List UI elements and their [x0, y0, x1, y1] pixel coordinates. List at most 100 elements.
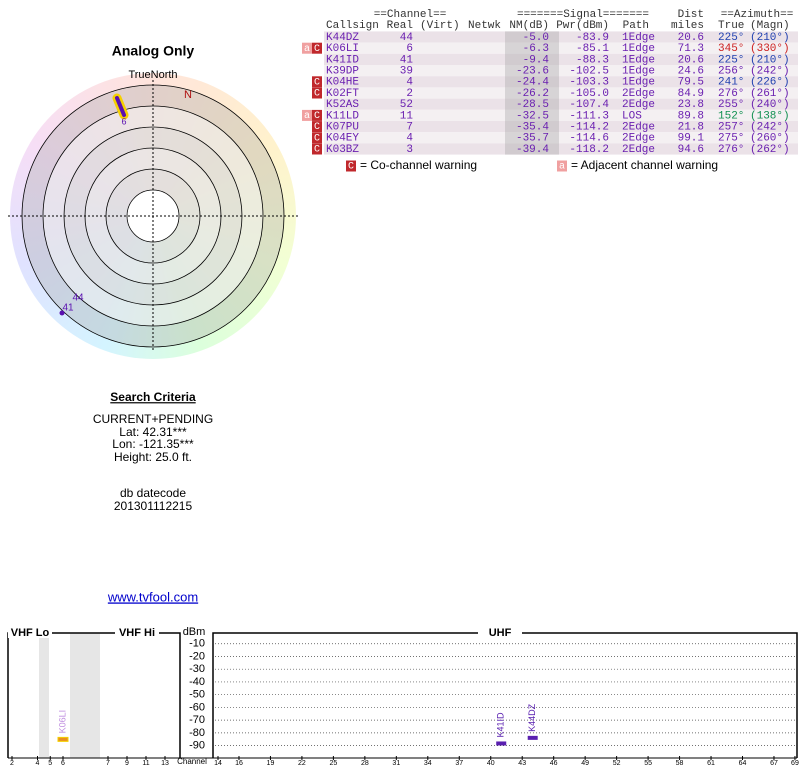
cell-callsign: K44DZ	[326, 32, 359, 44]
cell-path: 1Edge	[622, 54, 655, 66]
column-header: Real	[387, 20, 413, 32]
channel-label: 6	[61, 760, 65, 767]
band-label: UHF	[489, 627, 512, 639]
cell-real: 7	[406, 122, 413, 134]
flag-box	[312, 143, 322, 155]
cell-true-az: 257°	[718, 122, 744, 134]
row-background	[324, 98, 798, 110]
group-header: Dist	[678, 9, 704, 21]
row-background	[324, 121, 798, 133]
cell-magn-az: (260°)	[750, 133, 790, 145]
channel-label: 11	[142, 760, 149, 767]
y-tick-label: -90	[189, 740, 205, 752]
y-tick-label: -80	[189, 727, 205, 739]
datecode: 201301112215	[114, 499, 193, 513]
channel-label: 34	[424, 760, 432, 767]
x-axis-label: Channel	[177, 757, 207, 766]
cell-real: 44	[400, 32, 414, 44]
channel-label: 25	[329, 760, 337, 767]
legend-text: = Adjacent channel warning	[571, 158, 718, 172]
flag: a	[559, 162, 565, 173]
search-criteria: Search Criteria CURRENT+PENDING Lat: 42.…	[93, 390, 213, 604]
channel-label: 14	[214, 760, 222, 767]
cell-nm: -39.4	[516, 144, 549, 156]
channel-label: 31	[392, 760, 400, 767]
cell-miles: 79.5	[678, 77, 704, 89]
cell-magn-az: (226°)	[750, 77, 790, 89]
cell-callsign: K07PU	[326, 122, 359, 134]
flag-box	[312, 87, 322, 99]
flag: C	[314, 111, 320, 122]
cell-true-az: 275°	[718, 133, 744, 145]
cell-magn-az: (262°)	[750, 144, 790, 156]
signal-label: K41ID	[496, 712, 506, 738]
y-axis-label: dBm	[183, 626, 206, 638]
cell-miles: 71.3	[678, 43, 704, 55]
legend-text: = Co-channel warning	[360, 158, 477, 172]
channel-label: 5	[48, 760, 52, 767]
flag-box	[346, 160, 356, 172]
search-line: CURRENT+PENDING	[93, 412, 213, 426]
signal-bar	[57, 736, 69, 742]
cell-true-az: 256°	[718, 66, 744, 78]
cell-nm: -26.2	[516, 88, 549, 100]
y-tick-label: -20	[189, 650, 205, 662]
cell-true-az: 225°	[718, 54, 744, 66]
cell-miles: 21.8	[678, 122, 704, 134]
cell-real: 39	[400, 66, 413, 78]
flag-box	[312, 76, 322, 88]
cell-real: 2	[406, 88, 413, 100]
group-header: ==Azimuth==	[721, 9, 794, 21]
cell-magn-az: (210°)	[750, 54, 790, 66]
cell-pwr: -102.5	[569, 66, 609, 78]
cell-nm: -23.6	[516, 66, 549, 78]
column-header: Netwk	[468, 20, 501, 32]
cell-true-az: 241°	[718, 77, 744, 89]
cell-miles: 20.6	[678, 54, 704, 66]
true-north-label: TrueNorth	[128, 69, 177, 81]
channel-label: 16	[235, 760, 243, 767]
band-label-bg	[115, 626, 159, 638]
flag: C	[314, 145, 320, 156]
cell-path: 2Edge	[622, 144, 655, 156]
link[interactable]: www.tvfool.com	[107, 589, 198, 604]
column-header: True	[718, 20, 744, 32]
polar-plot: Analog Only TrueNorth N 6 44 41	[8, 43, 298, 352]
row-background	[324, 42, 798, 54]
cell-nm: -35.7	[516, 133, 549, 145]
marker-label: 44	[72, 293, 84, 304]
band-label-bg	[8, 626, 52, 638]
cell-miles: 84.9	[678, 88, 704, 100]
row-background	[324, 143, 798, 155]
cell-magn-az: (240°)	[750, 99, 790, 111]
cell-path: 2Edge	[622, 99, 655, 111]
cell-callsign: K39DP	[326, 66, 359, 78]
column-header: (Magn)	[750, 20, 790, 32]
row-background	[324, 132, 798, 144]
row-background	[324, 31, 798, 43]
cell-miles: 89.8	[678, 110, 704, 122]
cell-true-az: 152°	[718, 110, 744, 122]
row-background	[324, 87, 798, 99]
cell-real: 4	[406, 133, 413, 145]
cell-magn-az: (138°)	[750, 110, 790, 122]
cell-callsign: K41ID	[326, 54, 359, 66]
channel-label: 37	[455, 760, 463, 767]
flag: C	[314, 133, 320, 144]
flag: C	[348, 162, 354, 173]
column-header: Pwr(dBm)	[556, 20, 609, 32]
channel-label: 22	[298, 760, 306, 767]
channel-label: 13	[161, 760, 169, 767]
channel-label: 2	[10, 760, 14, 767]
channel-label: 49	[581, 760, 589, 767]
cell-miles: 23.8	[678, 99, 704, 111]
signal-label: K44DZ	[527, 703, 537, 732]
channel-label: 69	[791, 760, 799, 767]
flag: C	[314, 77, 320, 88]
cell-miles: 24.6	[678, 66, 704, 78]
flag: a	[304, 44, 310, 55]
spectrum-chart: VHF Lo VHF Hi UHFdBm-10-20-30-40-50-60-70-…	[7, 626, 799, 767]
flag-box	[557, 160, 567, 172]
cell-pwr: -88.3	[576, 54, 609, 66]
cell-true-az: 276°	[718, 88, 744, 100]
